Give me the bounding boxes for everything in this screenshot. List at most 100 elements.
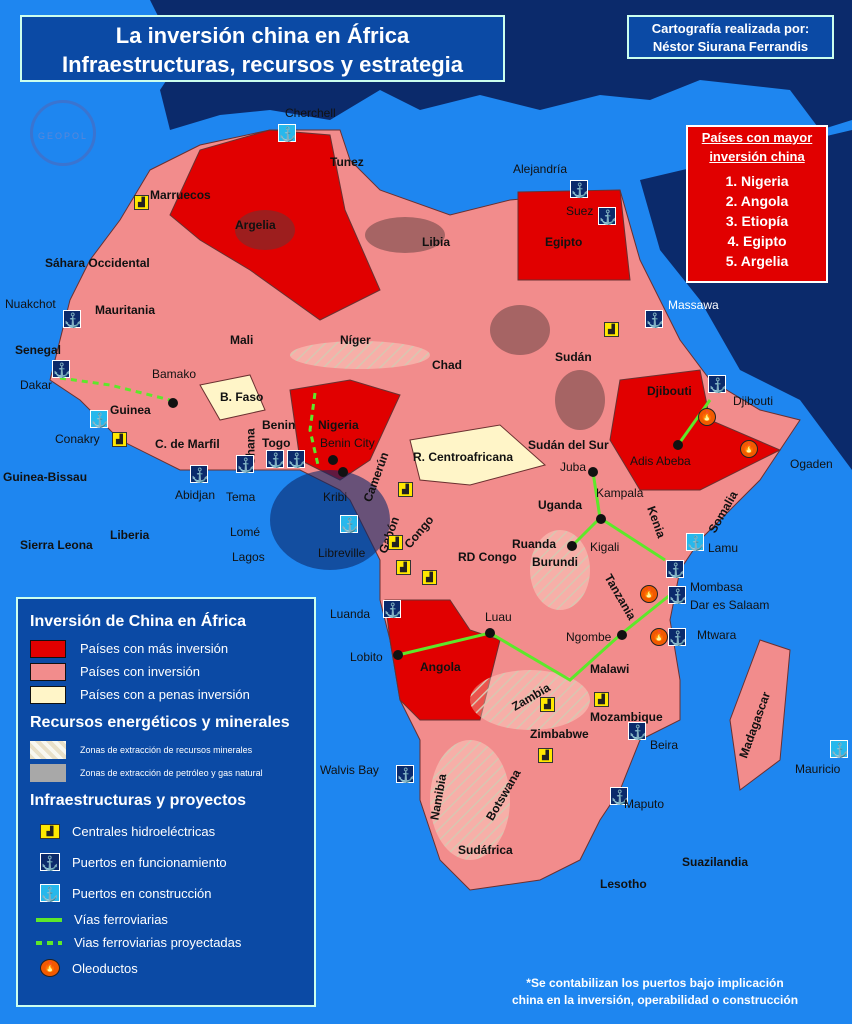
mineral-zone xyxy=(430,740,510,860)
country-label: R. Centroafricana xyxy=(413,450,514,464)
footnote-line: *Se contabilizan los puertos bajo implic… xyxy=(526,976,784,990)
city-dot xyxy=(617,630,627,640)
city-label: Benin City xyxy=(320,436,375,450)
legend-label: Zonas de extracción de recursos minerale… xyxy=(80,744,253,755)
country-label: Ruanda xyxy=(512,537,557,551)
port-under-construction-icon: ⚓ xyxy=(340,515,359,533)
country-label: Lesotho xyxy=(600,877,647,891)
country-label: Senegal xyxy=(15,343,62,357)
hydro-plant-icon: ▟ xyxy=(112,432,127,447)
legend-item: Países con inversión xyxy=(30,660,302,683)
port-operational-icon: ⚓ xyxy=(52,360,71,378)
country-label: Sudán del Sur xyxy=(528,438,609,452)
country-label: Sierra Leona xyxy=(20,538,93,552)
port-label: Lomé xyxy=(230,525,261,539)
city-label: Dar es Salaam xyxy=(690,598,770,612)
city-label: Kribi xyxy=(323,490,348,504)
oil-pipeline-icon: 🔥 xyxy=(40,959,60,977)
hydro-plant-icon: ▟ xyxy=(422,570,437,585)
credit-box: Cartografía realizada por: Néstor Siurana… xyxy=(627,15,834,59)
port-label: Maputo xyxy=(624,797,665,811)
railway-djibouti xyxy=(676,399,712,446)
country-label: Liberia xyxy=(110,528,150,542)
port-label: Lamu xyxy=(708,541,739,555)
mineral-zone xyxy=(290,341,430,369)
country-label: Togo xyxy=(262,436,291,450)
legend-label: Zonas de extracción de petróleo y gas na… xyxy=(80,767,263,778)
port-operational-icon: ⚓ xyxy=(63,310,82,328)
hydro-plant-icon: ▟ xyxy=(604,322,619,337)
country-label: Mauritania xyxy=(95,303,156,317)
railway-nigeria-projected xyxy=(308,392,320,466)
oil-zone xyxy=(490,305,550,355)
oil-pipeline-icon: 🔥 xyxy=(650,628,668,646)
oil-zone xyxy=(365,217,445,253)
oil-zone xyxy=(555,370,605,430)
port-under-construction-icon: ⚓ xyxy=(90,410,109,428)
port-label: Lagos xyxy=(232,550,265,564)
hydro-plant-icon: ▟ xyxy=(398,482,413,497)
country-label: Angola xyxy=(420,660,461,674)
country-label: Níger xyxy=(340,333,371,347)
port-operational-icon: ⚓ xyxy=(666,560,685,578)
legend-item: 🔥 Oleoductos xyxy=(30,954,302,982)
hydro-plant-icon: ▟ xyxy=(538,748,553,763)
port-label: Cherchell xyxy=(285,106,336,120)
country-label: Guinea-Bissau xyxy=(3,470,88,484)
legend-item: ⚓ Puertos en construcción xyxy=(30,878,302,908)
city-dot xyxy=(673,440,683,450)
ranking-item: 5. Argelia xyxy=(725,253,789,269)
port-operational-icon: ⚓ xyxy=(668,586,687,604)
ranking-item: 2. Angola xyxy=(725,193,789,209)
port-label: Mombasa xyxy=(690,580,743,594)
legend-label: Países con más inversión xyxy=(80,641,229,656)
legend-title: Inversión de China en África xyxy=(30,613,247,630)
ranking-item: 1. Nigeria xyxy=(725,173,789,189)
city-dot xyxy=(485,628,495,638)
country-label: Egipto xyxy=(545,235,583,249)
port-label: Nuakchot xyxy=(5,297,56,311)
car-cream xyxy=(409,424,547,486)
hydro-plant-icon: ▟ xyxy=(40,823,60,839)
country-label: Suazilandia xyxy=(682,855,749,869)
port-operational-icon: ⚓ xyxy=(396,765,415,783)
city-dot xyxy=(328,455,338,465)
swatch-most-investment xyxy=(30,639,66,658)
legend-label: Países con a penas inversión xyxy=(80,687,250,702)
legend-item: ⚓ Puertos en funcionamiento xyxy=(30,846,302,878)
country-label: C. de Marfil xyxy=(155,437,220,451)
country-label: Mali xyxy=(230,333,254,347)
swatch-investment xyxy=(30,662,66,681)
city-label: Kampala xyxy=(596,486,644,500)
port-label: Djibouti xyxy=(733,394,774,408)
port-operational-icon: ⚓ xyxy=(383,600,402,618)
port-under-construction-icon: ⚓ xyxy=(278,124,297,142)
port-under-construction-icon: ⚓ xyxy=(40,884,60,902)
city-dot xyxy=(588,467,598,477)
country-label: Zimbabwe xyxy=(530,727,589,741)
port-operational-icon: ⚓ xyxy=(598,207,617,225)
oil-zone xyxy=(235,210,295,250)
legend-label: Puertos en construcción xyxy=(72,885,212,901)
country-label: Nigeria xyxy=(318,418,359,432)
railway-lobito-luau-tazara xyxy=(397,593,671,682)
city-label: Adis Abeba xyxy=(630,454,691,468)
city-label: Bamako xyxy=(152,367,197,381)
city-dot xyxy=(596,514,606,524)
country-label: Marruecos xyxy=(150,188,211,202)
oil-pipeline-icon: 🔥 xyxy=(640,585,658,603)
city-label: Ngombe xyxy=(566,630,612,644)
city-label: Lobito xyxy=(350,650,383,664)
country-label: Sudáfrica xyxy=(458,843,513,857)
city-label: Juba xyxy=(560,460,587,474)
city-dot xyxy=(338,467,348,477)
legend-label: Oleoductos xyxy=(72,960,138,976)
ranking-item: 3. Etiopía xyxy=(725,213,789,229)
legend-item: Vías ferroviarias xyxy=(30,908,302,931)
swatch-little-investment xyxy=(30,685,66,704)
port-under-construction-icon: ⚓ xyxy=(686,533,705,551)
port-label: Mauricio xyxy=(795,762,841,776)
country-label: Argelia xyxy=(235,218,276,232)
country-label: Djibouti xyxy=(647,384,692,398)
hydro-plant-icon: ▟ xyxy=(388,535,403,550)
